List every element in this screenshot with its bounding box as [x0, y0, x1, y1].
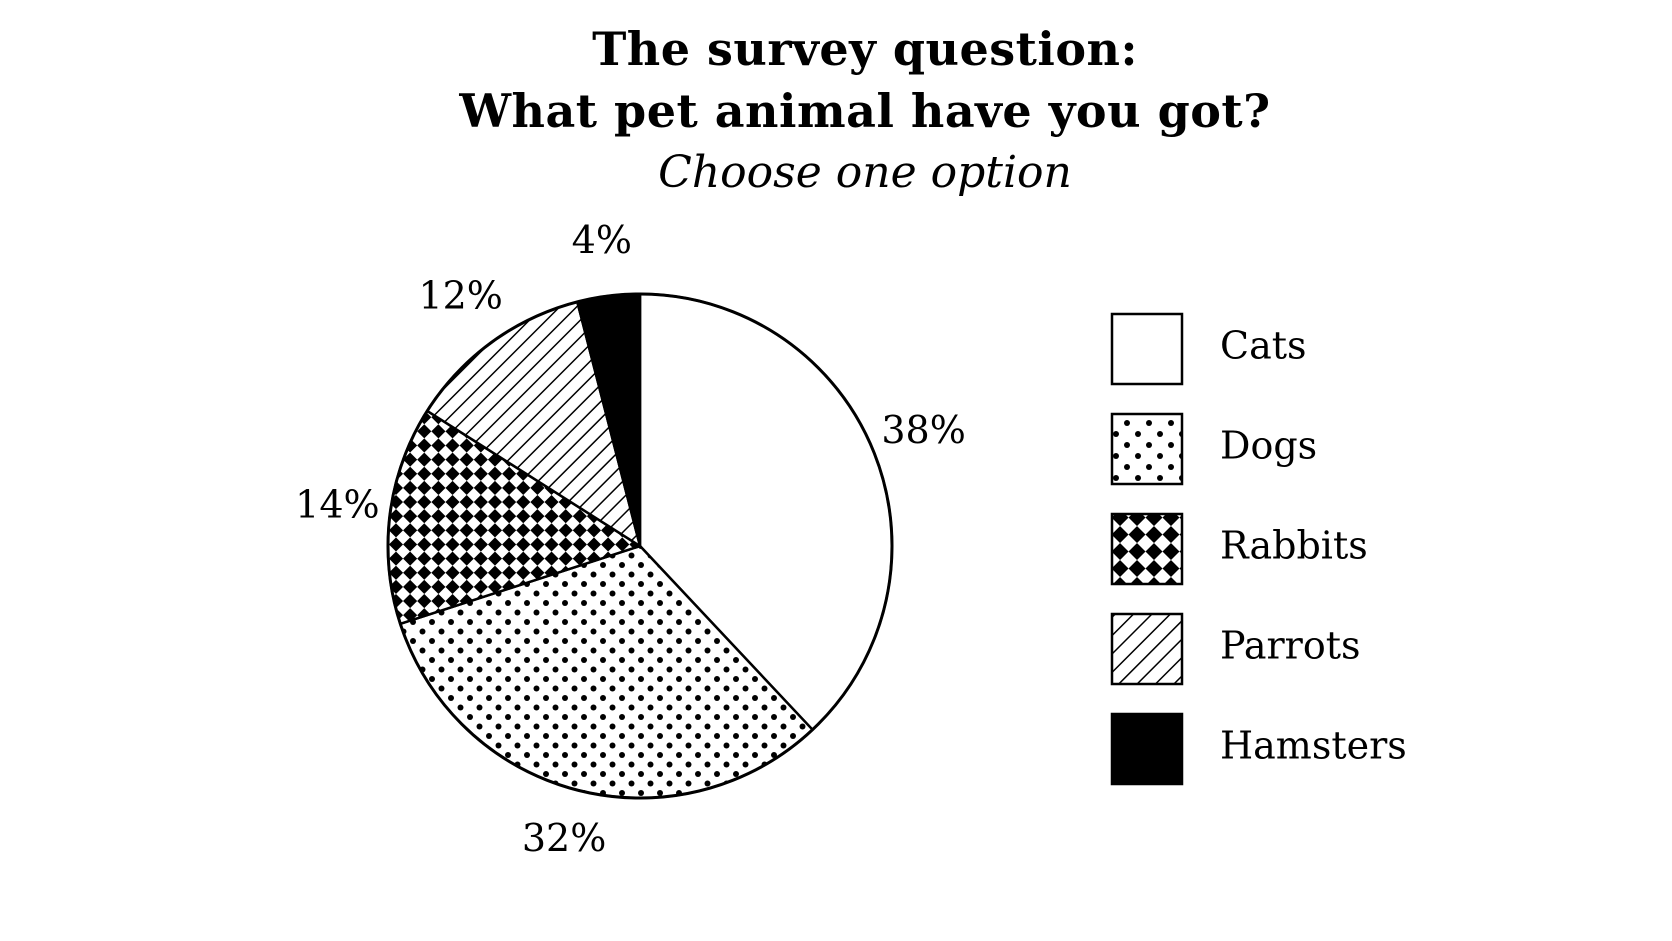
legend-swatch-dogs: [1110, 412, 1184, 486]
pie-labels: 38% 32% 14% 12% 4%: [295, 218, 966, 860]
slice-label-hamsters: 4%: [572, 218, 632, 262]
title-block: The survey question: What pet animal hav…: [0, 18, 1672, 204]
chart-title-line-2: What pet animal have you got?: [459, 84, 1271, 138]
slice-label-cats: 38%: [881, 408, 965, 452]
legend-item-parrots: Parrots: [1110, 612, 1361, 686]
legend: Cats Dogs Rabbits Parrots Hamsters: [1110, 312, 1407, 786]
legend-item-hamsters: Hamsters: [1110, 712, 1407, 786]
legend-label-dogs: Dogs: [1220, 424, 1317, 468]
legend-label-rabbits: Rabbits: [1220, 524, 1368, 568]
chart-subtitle: Choose one option: [658, 147, 1072, 198]
legend-label-parrots: Parrots: [1220, 624, 1361, 668]
chart-title: The survey question:: [592, 22, 1138, 76]
slice-label-dogs: 32%: [522, 816, 606, 860]
legend-label-cats: Cats: [1220, 324, 1307, 368]
legend-swatch-parrots: [1110, 612, 1184, 686]
legend-label-hamsters: Hamsters: [1220, 724, 1407, 768]
legend-item-dogs: Dogs: [1110, 412, 1317, 486]
legend-item-rabbits: Rabbits: [1110, 512, 1368, 586]
slice-label-parrots: 12%: [418, 274, 502, 318]
legend-swatch-hamsters: [1110, 712, 1184, 786]
legend-swatch-rabbits: [1110, 512, 1184, 586]
slice-label-rabbits: 14%: [295, 482, 379, 526]
legend-item-cats: Cats: [1110, 312, 1307, 386]
pie-outline: [386, 292, 894, 800]
legend-swatch-cats: [1110, 312, 1184, 386]
pie-slices: [386, 292, 894, 800]
